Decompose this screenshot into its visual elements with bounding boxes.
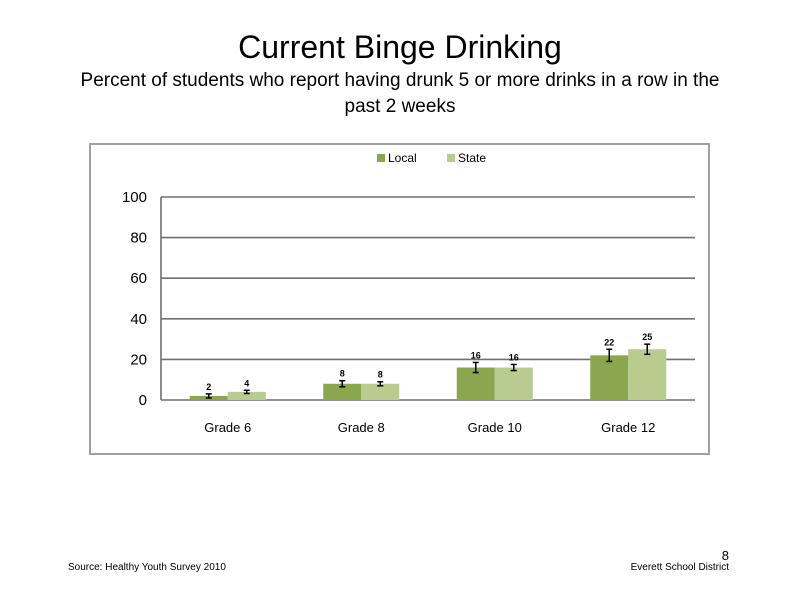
y-tick-label: 60 xyxy=(130,270,147,287)
y-tick-label: 100 xyxy=(122,189,147,206)
data-label: 2 xyxy=(206,382,211,392)
data-label: 16 xyxy=(509,352,519,362)
x-tick-label: Grade 10 xyxy=(468,420,522,435)
data-label: 4 xyxy=(244,378,249,388)
source-note: Source: Healthy Youth Survey 2010 xyxy=(68,562,226,573)
bar xyxy=(323,383,362,400)
page-number: 8 xyxy=(721,548,729,563)
bar xyxy=(361,383,400,400)
data-label: 8 xyxy=(378,370,383,380)
data-label: 16 xyxy=(471,350,481,360)
bar xyxy=(628,349,667,400)
data-label: 25 xyxy=(642,332,652,342)
legend-swatch xyxy=(377,154,385,162)
data-label: 22 xyxy=(604,337,614,347)
x-tick-label: Grade 12 xyxy=(601,420,655,435)
y-tick-label: 40 xyxy=(130,311,147,328)
bar xyxy=(590,355,629,400)
bar xyxy=(227,391,266,400)
bar xyxy=(494,367,533,400)
y-tick-label: 0 xyxy=(139,392,147,409)
organization-name: Everett School District xyxy=(630,562,729,573)
chart-subtitle: Percent of students who report having dr… xyxy=(80,70,720,117)
legend-swatch xyxy=(447,154,455,162)
legend-label: Local xyxy=(388,151,417,165)
x-tick-label: Grade 6 xyxy=(204,420,251,435)
x-tick-label: Grade 8 xyxy=(338,420,385,435)
legend-label: State xyxy=(458,151,486,165)
chart-title: Current Binge Drinking xyxy=(238,29,562,65)
bar-chart: 0 20 40 60 80 100 Local State 2 4 Grade 6 8 8 Grade 8… xyxy=(122,151,695,435)
chart-frame: 0 20 40 60 80 100 Local State 2 4 Grade 6 8 8 Grade 8… xyxy=(89,143,710,455)
y-tick-label: 80 xyxy=(130,230,147,247)
y-tick-label: 20 xyxy=(130,351,147,368)
data-label: 8 xyxy=(340,369,345,379)
